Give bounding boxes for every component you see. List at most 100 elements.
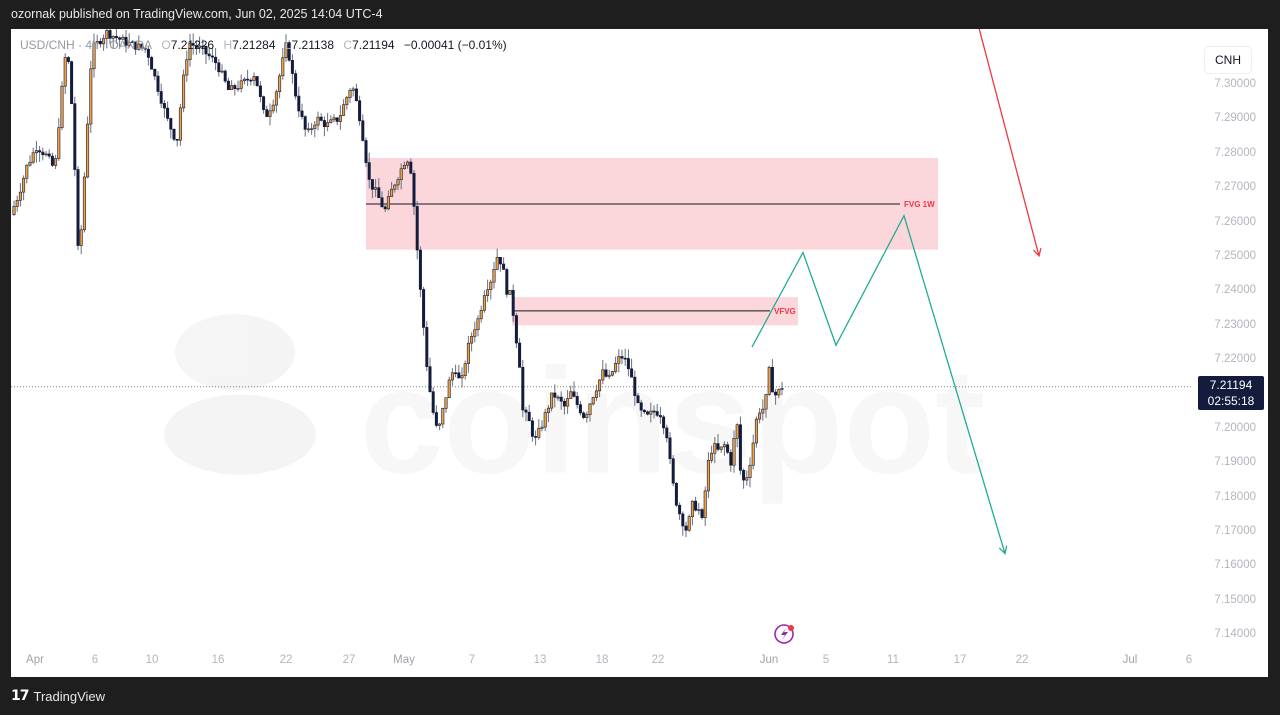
time-axis-label: 22 bbox=[279, 654, 293, 666]
current-price-tag: 7.21194 02:55:18 bbox=[1198, 376, 1264, 410]
bull-candle bbox=[441, 408, 445, 425]
bear-candle bbox=[201, 45, 205, 48]
bull-candle bbox=[438, 423, 442, 426]
bull-candle bbox=[470, 336, 474, 344]
bull-candle bbox=[489, 281, 493, 291]
bull-candle bbox=[22, 177, 26, 193]
price-axis-label: 7.30000 bbox=[1214, 78, 1256, 90]
bear-candle bbox=[553, 392, 557, 398]
bull-candle bbox=[268, 110, 272, 117]
bull-candle bbox=[591, 397, 595, 405]
bull-candle bbox=[326, 122, 330, 127]
bear-candle bbox=[658, 415, 662, 418]
bull-candle bbox=[95, 41, 99, 44]
bull-candle bbox=[447, 379, 451, 399]
bear-candle bbox=[166, 107, 170, 119]
bear-candle bbox=[668, 437, 672, 459]
bull-candle bbox=[178, 107, 182, 141]
bear-candle bbox=[562, 400, 566, 407]
bull-candle bbox=[764, 394, 768, 410]
bear-candle bbox=[322, 120, 326, 127]
bull-candle bbox=[63, 57, 67, 87]
low-label: L bbox=[284, 38, 292, 52]
bull-candle bbox=[198, 45, 202, 48]
arrow-head-icon bbox=[1033, 247, 1042, 258]
bear-candle bbox=[578, 404, 582, 414]
bull-candle bbox=[127, 41, 131, 46]
bear-candle bbox=[76, 169, 80, 246]
price-axis-label: 7.23000 bbox=[1214, 318, 1256, 331]
close-label: C bbox=[343, 38, 353, 52]
bull-candle bbox=[508, 290, 512, 295]
bull-candle bbox=[386, 196, 390, 210]
currency-badge[interactable]: CNH bbox=[1204, 46, 1252, 74]
price-axis-label: 7.20000 bbox=[1214, 421, 1256, 434]
bear-candle bbox=[204, 46, 208, 55]
bull-candle bbox=[111, 35, 115, 39]
bear-candle bbox=[226, 80, 230, 91]
bull-candle bbox=[374, 187, 378, 190]
bear-candle bbox=[169, 118, 173, 130]
close-value: 7.21194 bbox=[352, 38, 395, 52]
time-axis-label: Jun bbox=[759, 654, 779, 666]
chart-frame[interactable]: coinspot FVG 1W VFVG USD/CNH · 4h · OANDA … bbox=[11, 29, 1268, 677]
bull-candle bbox=[28, 161, 32, 166]
time-axis-label: 6 bbox=[91, 654, 99, 666]
bull-candle bbox=[274, 91, 278, 106]
bull-candle bbox=[492, 269, 496, 283]
bull-candle bbox=[54, 158, 58, 166]
bull-candle bbox=[390, 188, 394, 197]
bear-candle bbox=[674, 482, 678, 506]
bear-candle bbox=[210, 55, 214, 58]
bear-candle bbox=[162, 103, 166, 109]
bear-candle bbox=[502, 263, 506, 270]
bear-candle bbox=[694, 500, 698, 511]
bear-candle bbox=[770, 366, 774, 393]
bull-candle bbox=[473, 329, 477, 337]
bull-candle bbox=[393, 184, 397, 190]
bull-candle bbox=[82, 176, 86, 231]
bar-countdown: 02:55:18 bbox=[1207, 394, 1255, 408]
price-axis-label: 7.25000 bbox=[1214, 249, 1256, 262]
bear-candle bbox=[559, 396, 563, 402]
bear-candle bbox=[604, 369, 608, 377]
bull-candle bbox=[751, 442, 755, 466]
bull-candle bbox=[710, 452, 714, 461]
bear-candle bbox=[303, 116, 307, 130]
bear-candle bbox=[114, 35, 118, 39]
bear-candle bbox=[297, 95, 301, 112]
bull-candle bbox=[86, 123, 90, 178]
bull-candle bbox=[540, 426, 544, 429]
bull-candle bbox=[79, 229, 83, 246]
bear-candle bbox=[518, 342, 522, 368]
bear-candle bbox=[572, 391, 576, 397]
price-chart[interactable]: coinspot FVG 1W VFVG bbox=[11, 29, 1268, 677]
bear-candle bbox=[223, 70, 227, 82]
bear-candle bbox=[412, 172, 416, 207]
symbol-label[interactable]: USD/CNH · 4h · OANDA bbox=[20, 38, 153, 52]
bear-candle bbox=[146, 48, 150, 58]
price-axis-label: 7.18000 bbox=[1214, 490, 1256, 503]
time-axis-label: 27 bbox=[342, 654, 356, 666]
bull-candle bbox=[316, 116, 320, 126]
bear-candle bbox=[265, 109, 269, 117]
bear-candle bbox=[646, 411, 650, 415]
bear-candle bbox=[300, 110, 304, 117]
bear-candle bbox=[716, 443, 720, 450]
bull-candle bbox=[732, 438, 736, 466]
bear-candle bbox=[434, 412, 438, 426]
bull-candle bbox=[236, 88, 240, 90]
bull-candle bbox=[348, 90, 352, 98]
bear-candle bbox=[422, 289, 426, 328]
bull-candle bbox=[242, 78, 246, 82]
bull-candle bbox=[338, 115, 342, 122]
bull-candle bbox=[399, 168, 403, 181]
bear-candle bbox=[319, 116, 323, 121]
bull-candle bbox=[706, 460, 710, 492]
price-axis-label: 7.28000 bbox=[1214, 146, 1256, 159]
bull-candle bbox=[92, 42, 96, 70]
bull-candle bbox=[342, 104, 346, 116]
bear-candle bbox=[294, 73, 298, 97]
bull-candle bbox=[617, 356, 621, 364]
bear-candle bbox=[415, 206, 419, 251]
